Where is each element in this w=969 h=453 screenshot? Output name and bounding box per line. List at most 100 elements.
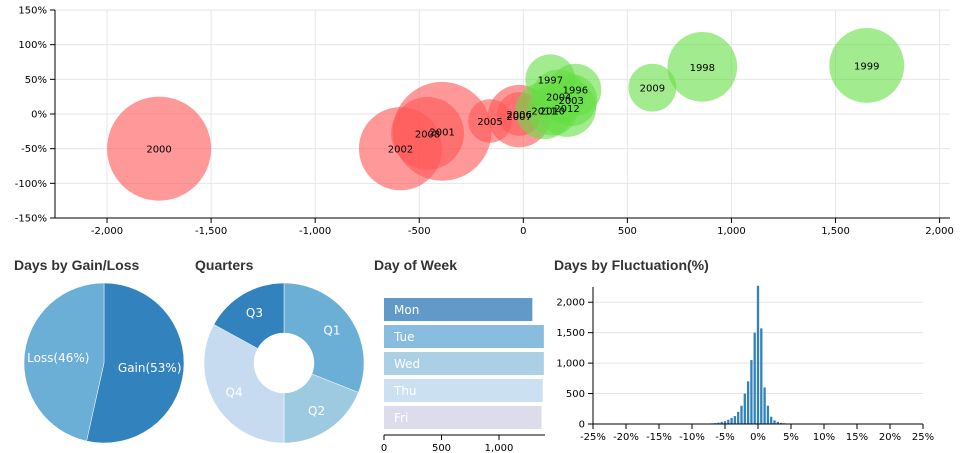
- gainloss-panel: Days by Gain/Loss Gain(53%) Loss(46%): [0, 250, 190, 450]
- pie-slice-label: Q4: [226, 386, 243, 400]
- bubble-label: 1997: [538, 75, 563, 86]
- fluct-x-tick-label: -15%: [646, 432, 672, 443]
- y-tick-label: 0%: [31, 110, 47, 121]
- fluct-x-tick-label: 10%: [813, 432, 835, 443]
- fluct-bar: [760, 328, 763, 424]
- x-tick-label: 1,000: [717, 226, 746, 237]
- pie-slice-label: Q1: [323, 323, 340, 337]
- weekday-bar-chart: Mon Tue Wed Thu Fri 0 500 1,000: [381, 298, 545, 453]
- x-tick-label: -1,000: [299, 226, 331, 237]
- fluctuation-title: Days by Fluctuation(%): [554, 257, 709, 273]
- y-tick-label: -150%: [15, 214, 47, 225]
- x-tick-label: -1,500: [195, 226, 227, 237]
- y-tick-label: 50%: [25, 75, 47, 86]
- fluct-bar: [727, 419, 730, 424]
- bubble-chart: -2,000 -1,500 -1,000 -500 0 500 1,000 1,500 2,00…: [15, 6, 954, 238]
- weekday-bar-label: Thu: [393, 384, 417, 398]
- fluct-bar: [746, 381, 750, 424]
- bubble: [391, 97, 464, 170]
- weekday-title: Day of Week: [374, 257, 457, 273]
- quarters-panel: Quarters Q1 Q2 Q4 Q3: [180, 250, 370, 450]
- x-tick-label: 500: [618, 226, 637, 237]
- pie-slice: [213, 282, 285, 349]
- pie-slice-label: Q3: [246, 306, 263, 320]
- fluct-bar: [753, 332, 756, 424]
- quarters-title: Quarters: [195, 257, 254, 273]
- fluct-x-tick-label: -5%: [715, 432, 734, 443]
- fluct-bar: [773, 420, 776, 424]
- weekday-x-tick-label: 500: [432, 443, 451, 453]
- y-tick-label: -100%: [15, 179, 47, 190]
- bubble: [667, 32, 738, 102]
- fluct-bar: [770, 416, 773, 424]
- fluct-y-tick-label: 500: [566, 389, 585, 400]
- fluct-x-tick-label: -20%: [613, 432, 639, 443]
- fluct-x-tick-label: -25%: [580, 432, 606, 443]
- x-tick-label: 1,500: [821, 226, 850, 237]
- fluct-bar: [720, 421, 723, 424]
- bubble-label: 2007: [506, 112, 531, 123]
- bubble-label: 2006: [506, 110, 531, 121]
- fluct-bar: [743, 393, 746, 424]
- fluct-x-tick-label: 20%: [879, 432, 901, 443]
- weekday-bar-label: Wed: [394, 357, 420, 371]
- pie-slice: [283, 282, 365, 393]
- pie-slice: [23, 282, 105, 442]
- quarters-donut-chart: Q1 Q2 Q4 Q3: [203, 282, 365, 444]
- fluct-bar: [766, 405, 770, 424]
- pie-slice-label: Loss(46%): [27, 351, 89, 365]
- bubble-label: 2000: [146, 145, 171, 156]
- bubble: [107, 96, 212, 201]
- fluct-x-tick-label: 5%: [783, 432, 799, 443]
- fluct-y-tick-label: 0: [579, 420, 585, 431]
- weekday-bar-label: Tue: [393, 330, 415, 344]
- y-tick-label: -50%: [21, 144, 47, 155]
- fluct-bar: [779, 422, 783, 424]
- bubble: [628, 63, 677, 112]
- bubble: [537, 78, 597, 137]
- weekday-bar: [384, 298, 533, 321]
- fluct-x-tick-label: 25%: [912, 432, 934, 443]
- fluct-bar: [717, 422, 720, 424]
- bubble-label: 2001: [429, 127, 454, 138]
- y-tick-label: 100%: [18, 40, 47, 51]
- weekday-x-tick-label: 1,000: [485, 443, 514, 453]
- weekday-x-tick-label: 0: [381, 443, 387, 453]
- fluct-bar: [740, 405, 743, 424]
- bubble-label: 2003: [558, 96, 583, 107]
- fluct-x-tick-label: 15%: [846, 432, 868, 443]
- weekday-panel: Day of Week Mon Tue Wed Thu Fri 0 500 1,000: [360, 250, 560, 453]
- bubble-label: 2008: [415, 129, 440, 140]
- bubble-label: 2010: [540, 107, 565, 118]
- pie-slice: [203, 324, 285, 444]
- bubble-label: 2004: [546, 93, 571, 104]
- pie-slice-label: Gain(53%): [118, 361, 182, 375]
- fluct-bar: [737, 411, 740, 424]
- fluct-bar: [763, 387, 766, 424]
- fluct-bar: [750, 360, 753, 424]
- pie-slice: [86, 282, 185, 444]
- fluct-bar: [730, 417, 733, 424]
- fluctuation-panel: Days by Fluctuation(%) 0 500 1,000 1,500 2,0…: [540, 250, 969, 453]
- weekday-bar: [384, 406, 542, 429]
- bubble-chart-panel: -2,000 -1,500 -1,000 -500 0 500 1,000 1,500 2,00…: [15, 6, 954, 238]
- bubble: [829, 28, 905, 103]
- fluctuation-histogram: 0 500 1,000 1,500 2,000 -25% -20% -15% -10% -5% 0%…: [556, 285, 934, 443]
- y-tick-label: 150%: [18, 6, 47, 17]
- bubble-label: 2002: [388, 145, 413, 156]
- fluct-y-tick-label: 1,500: [556, 328, 585, 339]
- fluct-bar: [733, 416, 737, 424]
- weekday-bar-label: Fri: [394, 411, 408, 425]
- fluct-x-tick-label: 0%: [750, 432, 766, 443]
- fluct-bar: [756, 285, 760, 424]
- weekday-bar: [384, 352, 544, 375]
- pie-slice: [283, 373, 359, 444]
- fluct-x-tick-label: -10%: [679, 432, 705, 443]
- fluct-y-tick-label: 1,000: [556, 359, 585, 370]
- x-tick-label: 2,000: [925, 226, 954, 237]
- x-tick-label: -2,000: [91, 226, 123, 237]
- pie-slice-label: Q2: [308, 404, 325, 418]
- bubble-label: 1996: [563, 86, 588, 97]
- gainloss-title: Days by Gain/Loss: [14, 257, 140, 273]
- weekday-bar: [384, 325, 544, 348]
